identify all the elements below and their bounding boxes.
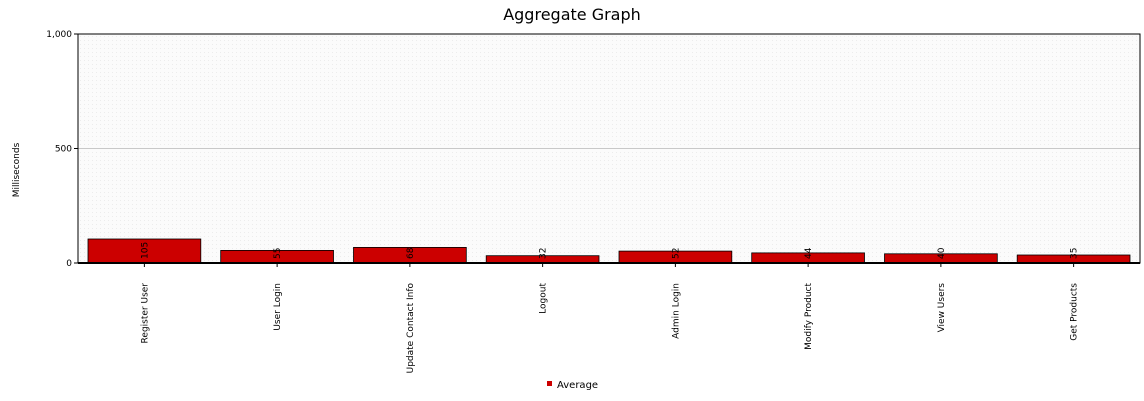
x-tick-label: View Users [937, 283, 947, 333]
legend: Average [547, 380, 598, 391]
x-tick-label: Modify Product [804, 283, 814, 350]
x-tick-label: User Login [273, 283, 283, 331]
chart-title: Aggregate Graph [503, 5, 641, 24]
x-tick-label: Logout [539, 283, 549, 314]
data-label: 55 [273, 248, 283, 259]
data-label: 32 [539, 248, 549, 259]
x-tick-label: Update Contact Info [406, 283, 416, 374]
data-label: 40 [937, 247, 947, 259]
y-tick-label: 500 [55, 145, 72, 155]
y-tick-label: 1,000 [46, 30, 72, 40]
legend-swatch [547, 381, 552, 386]
data-label: 35 [1070, 248, 1080, 259]
y-axis-label: Milliseconds [12, 142, 22, 197]
data-label: 68 [406, 247, 416, 259]
plot-area: 0 500 1,000 105 Register User 55 User Login 68 U… [46, 30, 1141, 374]
x-tick-label: Get Products [1070, 283, 1080, 341]
data-label: 52 [671, 248, 681, 259]
data-label: 44 [804, 247, 814, 259]
y-tick-label: 0 [66, 259, 72, 269]
data-label: 105 [140, 242, 150, 259]
x-tick-label: Admin Login [671, 283, 681, 339]
x-tick-label: Register User [140, 283, 150, 344]
bar-register-user [87, 238, 202, 264]
legend-label: Average [557, 380, 598, 391]
